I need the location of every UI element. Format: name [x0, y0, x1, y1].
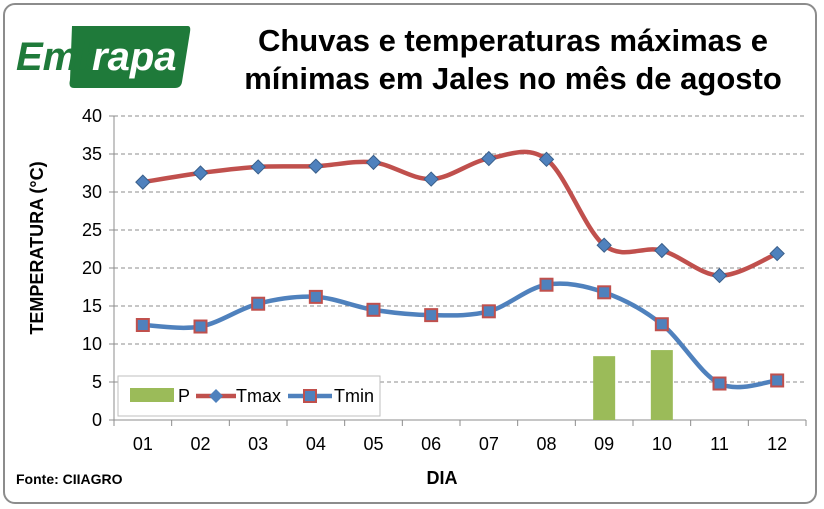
marker-tmin [770, 373, 785, 388]
y-tick-label: 40 [82, 106, 102, 126]
series-line-tmin [140, 281, 780, 390]
y-tick-label: 10 [82, 334, 102, 354]
x-tick-label: 12 [767, 434, 787, 454]
marker-tmin [654, 317, 669, 332]
marker-tmin [251, 296, 266, 311]
marker-tmax [423, 171, 439, 187]
series-line-tmax [140, 149, 780, 278]
bar-p [593, 356, 616, 420]
legend-label-tmin: Tmin [334, 386, 374, 406]
y-tick-label: 0 [92, 410, 102, 430]
marker-tmin [539, 277, 554, 292]
marker-tmax [135, 174, 151, 190]
legend-label-tmax: Tmax [236, 386, 281, 406]
marker-tmax [711, 267, 728, 284]
marker-tmax [769, 245, 785, 262]
x-tick-label: 11 [710, 434, 729, 454]
legend-swatch-p [130, 388, 174, 402]
marker-tmax [538, 151, 555, 168]
y-tick-label: 5 [92, 372, 102, 392]
marker-tmin [193, 319, 208, 334]
x-tick-label: 02 [190, 434, 210, 454]
y-tick-label: 20 [82, 258, 102, 278]
source-note: Fonte: CIIAGRO [16, 471, 123, 487]
marker-tmax [365, 154, 382, 171]
x-tick-label: 09 [594, 434, 614, 454]
marker-tmax [308, 158, 324, 174]
chart-title: Chuvas e temperaturas máximas e mínimas … [218, 22, 808, 98]
bar-p [650, 350, 673, 420]
marker-tmax [250, 159, 266, 175]
logo-text-right: rapa [92, 35, 177, 79]
legend-marker-tmin [303, 389, 317, 403]
x-tick-label: 03 [248, 434, 268, 454]
y-tick-label: 15 [82, 296, 102, 316]
x-tick-label: 08 [536, 434, 556, 454]
marker-tmin [308, 289, 323, 304]
x-tick-label: 05 [363, 434, 383, 454]
x-tick-label: 07 [479, 434, 499, 454]
y-axis-title: TEMPERATURA (°C) [27, 161, 47, 334]
x-axis-title: DIA [427, 468, 458, 488]
marker-tmax [654, 242, 670, 259]
legend-marker-tmax [209, 389, 223, 403]
marker-tmin [481, 304, 496, 319]
logo-text-left: Emb [16, 35, 103, 79]
x-tick-label: 04 [306, 434, 326, 454]
y-tick-label: 25 [82, 220, 102, 240]
x-tick-label: 06 [421, 434, 441, 454]
marker-tmin [424, 308, 439, 323]
y-tick-label: 30 [82, 182, 102, 202]
y-tick-label: 35 [82, 144, 102, 164]
marker-tmax [192, 165, 209, 181]
marker-tmax [596, 237, 612, 253]
x-tick-label: 01 [133, 434, 153, 454]
marker-tmin [597, 285, 612, 300]
legend-label-p: P [178, 386, 190, 406]
embrapa-logo: Emb rapa [16, 26, 191, 88]
marker-tmin [135, 318, 150, 332]
marker-tmax [481, 150, 497, 167]
marker-tmin [712, 376, 727, 391]
title-line-2: mínimas em Jales no mês de agosto [244, 61, 782, 96]
title-line-1: Chuvas e temperaturas máximas e [257, 23, 769, 58]
x-tick-label: 10 [652, 434, 672, 454]
marker-tmin [366, 302, 381, 317]
